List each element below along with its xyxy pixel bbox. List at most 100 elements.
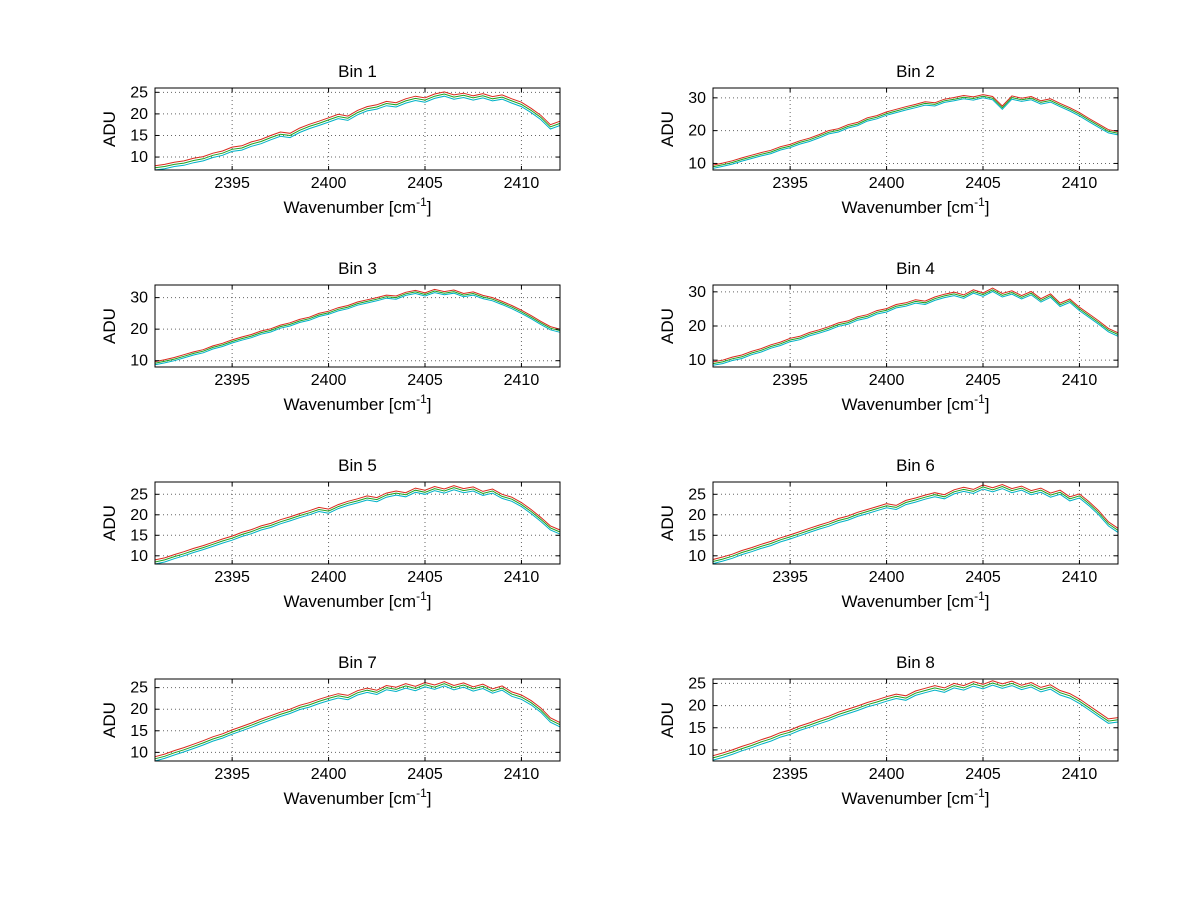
x-axis-label: Wavenumber [cm-1]: [155, 392, 560, 421]
x-axis-label-bracket: ]: [984, 789, 990, 808]
x-axis-label-bracket: ]: [426, 789, 432, 808]
svg-text:25: 25: [130, 486, 148, 503]
subplot-title: Bin 8: [896, 653, 935, 672]
subplot-bin-2: Bin 2 ADU 2395 2400 2405 2410 10 20 30 Wavenum…: [648, 60, 1128, 240]
svg-text:2405: 2405: [407, 766, 443, 783]
svg-text:2410: 2410: [504, 372, 540, 389]
x-axis-label-text: Wavenumber [cm: [283, 198, 417, 217]
x-axis-label-text: Wavenumber [cm: [841, 592, 975, 611]
subplot-bin-8: Bin 8 ADU 2395 2400 2405 2410 10 15 20 25 Waven…: [648, 651, 1128, 831]
subplot-title: Bin 5: [338, 456, 377, 475]
x-axis-label-bracket: ]: [984, 198, 990, 217]
svg-text:15: 15: [130, 127, 148, 144]
x-axis-label-bracket: ]: [984, 592, 990, 611]
svg-text:25: 25: [130, 680, 148, 697]
svg-text:10: 10: [130, 353, 148, 370]
svg-text:20: 20: [688, 698, 706, 715]
x-axis-label: Wavenumber [cm-1]: [713, 786, 1118, 815]
subplot-bin-4: Bin 4 ADU 2395 2400 2405 2410 10 20 30 Wavenum…: [648, 257, 1128, 437]
svg-text:20: 20: [130, 701, 148, 718]
svg-text:30: 30: [688, 284, 706, 301]
x-axis-label-bracket: ]: [426, 395, 432, 414]
subplot-bin-5: Bin 5 ADU 2395 2400 2405 2410 10 15 20 25 Waven…: [90, 454, 570, 634]
svg-text:2410: 2410: [1062, 175, 1098, 192]
svg-text:15: 15: [688, 720, 706, 737]
svg-text:2395: 2395: [214, 372, 250, 389]
svg-text:25: 25: [688, 675, 706, 692]
x-axis-label: Wavenumber [cm-1]: [155, 786, 560, 815]
subplot-title: Bin 2: [896, 62, 935, 81]
x-axis-label-superscript: -1: [974, 195, 985, 209]
subplot-bin-6: Bin 6 ADU 2395 2400 2405 2410 10 15 20 25 Waven…: [648, 454, 1128, 634]
svg-text:2400: 2400: [311, 766, 347, 783]
svg-text:2405: 2405: [965, 372, 1001, 389]
x-axis-label-superscript: -1: [974, 589, 985, 603]
svg-text:2410: 2410: [504, 569, 540, 586]
svg-text:10: 10: [688, 548, 706, 565]
svg-text:2395: 2395: [214, 569, 250, 586]
svg-text:25: 25: [130, 84, 148, 101]
svg-text:2410: 2410: [1062, 372, 1098, 389]
plot-area: 2395 2400 2405 2410 10 20 30: [688, 87, 1119, 192]
svg-text:2395: 2395: [772, 175, 808, 192]
svg-text:2400: 2400: [311, 175, 347, 192]
subplot-title: Bin 7: [338, 653, 377, 672]
subplot-title: Bin 6: [896, 456, 935, 475]
svg-text:10: 10: [688, 742, 706, 759]
x-axis-label-text: Wavenumber [cm: [283, 592, 417, 611]
svg-text:2395: 2395: [214, 766, 250, 783]
svg-text:10: 10: [130, 744, 148, 761]
svg-text:2410: 2410: [1062, 569, 1098, 586]
svg-text:15: 15: [130, 723, 148, 740]
x-axis-label: Wavenumber [cm-1]: [713, 392, 1118, 421]
svg-text:30: 30: [688, 90, 706, 107]
svg-text:30: 30: [130, 290, 148, 307]
svg-text:2400: 2400: [869, 175, 905, 192]
svg-text:2395: 2395: [772, 766, 808, 783]
x-axis-label: Wavenumber [cm-1]: [155, 589, 560, 618]
plot-area: 2395 2400 2405 2410 10 20 30: [130, 284, 561, 389]
svg-text:2410: 2410: [504, 175, 540, 192]
svg-text:2410: 2410: [504, 766, 540, 783]
svg-text:25: 25: [688, 486, 706, 503]
x-axis-label: Wavenumber [cm-1]: [155, 195, 560, 224]
svg-text:2400: 2400: [311, 372, 347, 389]
x-axis-label-bracket: ]: [426, 592, 432, 611]
x-axis-label-superscript: -1: [416, 786, 427, 800]
svg-text:15: 15: [688, 527, 706, 544]
plot-area: 2395 2400 2405 2410 10 20 30: [688, 284, 1119, 389]
x-axis-label-superscript: -1: [416, 589, 427, 603]
x-axis-label-superscript: -1: [416, 392, 427, 406]
subplot-title: Bin 3: [338, 259, 377, 278]
svg-text:2395: 2395: [214, 175, 250, 192]
svg-text:2400: 2400: [311, 569, 347, 586]
plot-area: 2395 2400 2405 2410 10 15 20 25: [688, 675, 1119, 783]
svg-text:15: 15: [130, 527, 148, 544]
svg-text:2405: 2405: [965, 175, 1001, 192]
x-axis-label: Wavenumber [cm-1]: [713, 195, 1118, 224]
svg-text:2395: 2395: [772, 569, 808, 586]
svg-text:2405: 2405: [407, 372, 443, 389]
svg-text:10: 10: [688, 352, 706, 369]
subplot-bin-1: Bin 1 ADU 2395 2400 2405 2410 10 15 20 25 Waven…: [90, 60, 570, 240]
x-axis-label-text: Wavenumber [cm: [841, 395, 975, 414]
x-axis-label-bracket: ]: [426, 198, 432, 217]
svg-text:2405: 2405: [407, 175, 443, 192]
x-axis-label-superscript: -1: [974, 392, 985, 406]
x-axis-label-bracket: ]: [984, 395, 990, 414]
x-axis-label-superscript: -1: [974, 786, 985, 800]
plot-area: 2395 2400 2405 2410 10 15 20 25: [130, 481, 561, 586]
svg-text:2395: 2395: [772, 372, 808, 389]
subplot-bin-3: Bin 3 ADU 2395 2400 2405 2410 10 20 30 Wavenum…: [90, 257, 570, 437]
subplot-bin-7: Bin 7 ADU 2395 2400 2405 2410 10 15 20 25 Waven…: [90, 651, 570, 831]
svg-text:2405: 2405: [407, 569, 443, 586]
svg-text:20: 20: [130, 321, 148, 338]
svg-text:20: 20: [688, 507, 706, 524]
plot-area: 2395 2400 2405 2410 10 15 20 25: [688, 481, 1119, 586]
svg-text:2400: 2400: [869, 569, 905, 586]
svg-text:2405: 2405: [965, 569, 1001, 586]
svg-text:2400: 2400: [869, 372, 905, 389]
x-axis-label-text: Wavenumber [cm: [283, 395, 417, 414]
x-axis-label-text: Wavenumber [cm: [841, 198, 975, 217]
